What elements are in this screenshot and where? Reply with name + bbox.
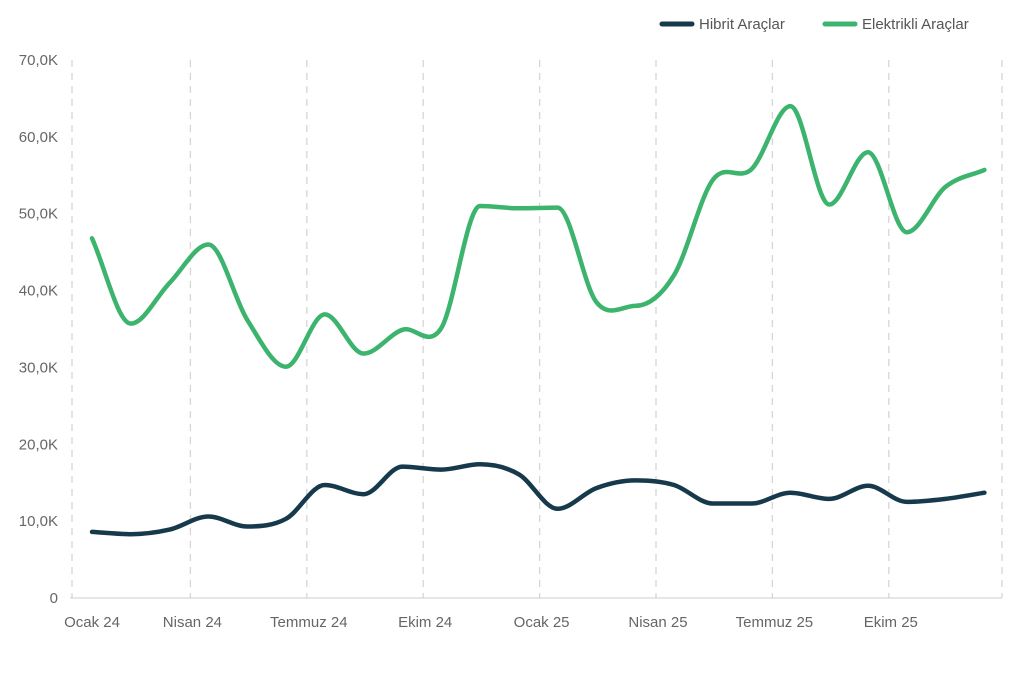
y-tick-label: 50,0K (19, 206, 58, 223)
y-tick-label: 10,0K (19, 513, 58, 530)
x-tick-label: Nisan 24 (163, 614, 222, 631)
x-tick-label: Temmuz 25 (736, 614, 814, 631)
series-line-elektrikli[interactable] (89, 103, 987, 369)
x-tick-label: Ocak 24 (64, 614, 120, 631)
x-tick-label: Ocak 25 (514, 614, 570, 631)
y-tick-label: 30,0K (19, 359, 58, 376)
legend: Hibrit Araçlar Elektrikli Araçlar (659, 16, 969, 33)
x-axis-tick-labels: Ocak 24 Nisan 24 Temmuz 24 Ekim 24 Ocak 25 Ni… (64, 614, 918, 631)
y-axis-tick-labels: 0 10,0K 20,0K 30,0K 40,0K 50,0K 60,0K 70,0K (19, 52, 58, 607)
y-tick-label: 70,0K (19, 52, 58, 69)
y-tick-label: 40,0K (19, 283, 58, 300)
y-tick-label: 60,0K (19, 129, 58, 146)
legend-label-elektrikli: Elektrikli Araçlar (862, 16, 969, 33)
legend-item-hibrit[interactable]: Hibrit Araçlar (659, 16, 785, 33)
legend-label-hibrit: Hibrit Araçlar (699, 16, 785, 33)
y-tick-label: 20,0K (19, 436, 58, 453)
grid-lines (71, 60, 1003, 598)
y-tick-label: 0 (50, 590, 58, 607)
x-tick-label: Nisan 25 (628, 614, 687, 631)
series-lines (89, 103, 987, 537)
x-tick-label: Ekim 25 (864, 614, 918, 631)
legend-item-elektrikli[interactable]: Elektrikli Araçlar (822, 16, 969, 33)
x-tick-label: Temmuz 24 (270, 614, 348, 631)
x-tick-label: Ekim 24 (398, 614, 452, 631)
series-line-hibrit[interactable] (89, 462, 987, 537)
